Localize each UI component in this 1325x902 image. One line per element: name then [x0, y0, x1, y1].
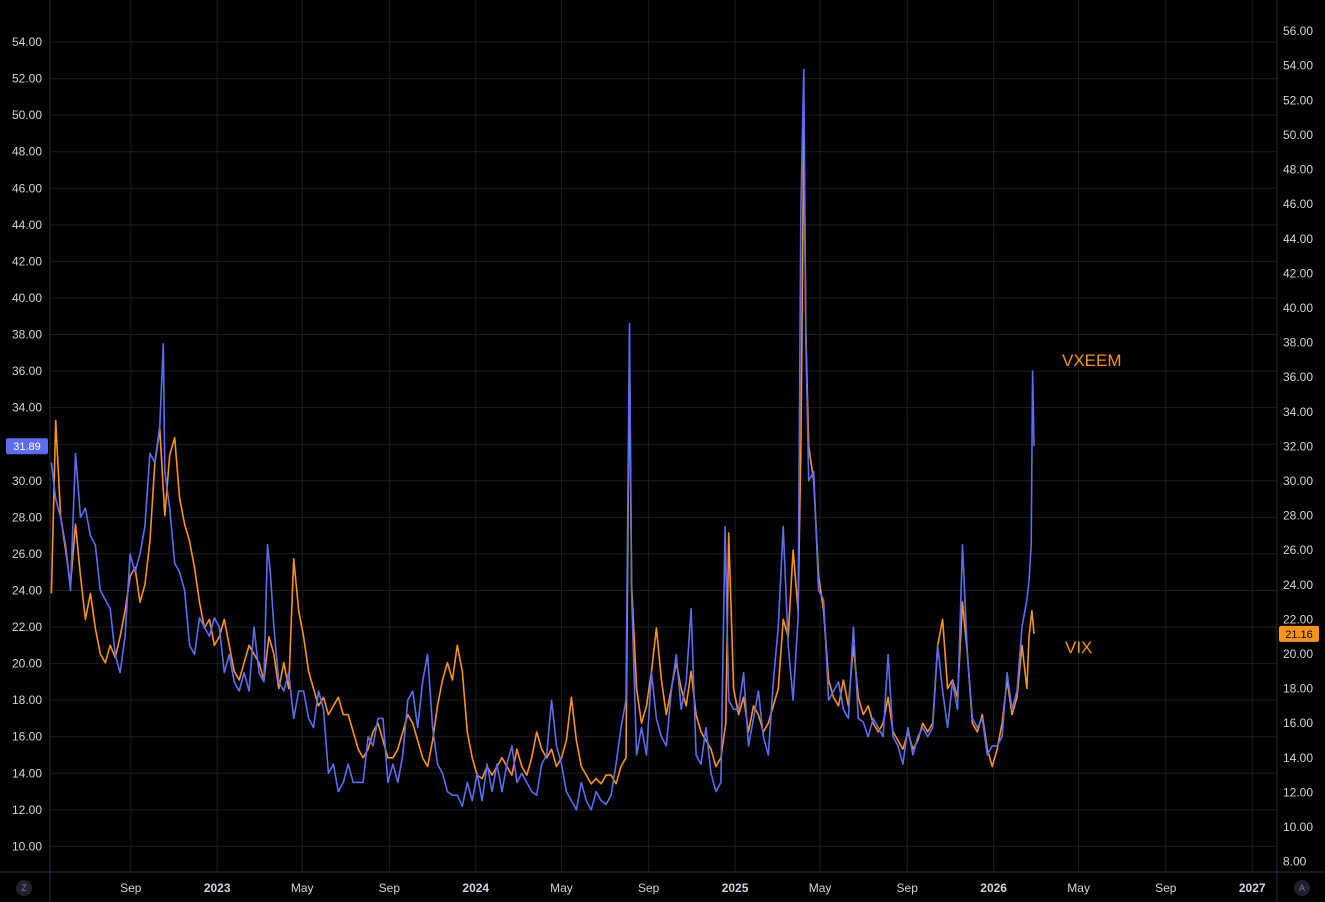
- time-tick-label: May: [291, 881, 314, 895]
- left-tick-label: 26.00: [12, 547, 42, 561]
- grid-lines: [50, 0, 1277, 872]
- right-tick-label: 16.00: [1283, 716, 1313, 730]
- right-tick-label: 50.00: [1283, 128, 1313, 142]
- left-tick-label: 40.00: [12, 291, 42, 305]
- right-tick-label: 8.00: [1283, 855, 1307, 869]
- auto-scale-button[interactable]: A: [1294, 880, 1310, 896]
- time-tick-label: Sep: [1155, 881, 1177, 895]
- right-tick-label: 22.00: [1283, 612, 1313, 626]
- time-tick-label: 2023: [204, 881, 231, 895]
- time-tick-label: Sep: [120, 881, 142, 895]
- time-tick-label: Sep: [897, 881, 919, 895]
- left-tick-label: 16.00: [12, 730, 42, 744]
- right-tick-label: 28.00: [1283, 509, 1313, 523]
- last-value-badge-left: [6, 438, 48, 455]
- scale-z-button[interactable]: Z: [16, 880, 32, 896]
- right-tick-label: 26.00: [1283, 543, 1313, 557]
- series-labels: VXEEM VIX: [1062, 351, 1122, 657]
- right-tick-label: 30.00: [1283, 474, 1313, 488]
- last-value-badge-right: [1279, 625, 1319, 642]
- left-tick-label: 52.00: [12, 72, 42, 86]
- left-tick-label: 50.00: [12, 108, 42, 122]
- time-tick-label: May: [550, 881, 573, 895]
- right-tick-label: 44.00: [1283, 232, 1313, 246]
- last-value-badge-left-text: 31.89: [13, 441, 41, 453]
- right-tick-label: 38.00: [1283, 336, 1313, 350]
- left-tick-label: 28.00: [12, 510, 42, 524]
- last-value-badge-right-text: 21.16: [1285, 629, 1313, 641]
- time-tick-label: 2024: [462, 881, 489, 895]
- right-tick-label: 54.00: [1283, 59, 1313, 73]
- right-tick-label: 32.00: [1283, 439, 1313, 453]
- right-tick-label: 34.00: [1283, 405, 1313, 419]
- time-tick-label: 2027: [1239, 881, 1266, 895]
- right-tick-label: 12.00: [1283, 785, 1313, 799]
- left-tick-label: 36.00: [12, 364, 42, 378]
- left-tick-label: 42.00: [12, 254, 42, 268]
- series-line-vix: [50, 68, 1035, 811]
- series-label-vix: VIX: [1065, 638, 1092, 657]
- right-tick-label: 24.00: [1283, 578, 1313, 592]
- right-tick-label: 20.00: [1283, 647, 1313, 661]
- left-tick-label: 14.00: [12, 766, 42, 780]
- left-tick-label: 20.00: [12, 657, 42, 671]
- right-tick-label: 42.00: [1283, 266, 1313, 280]
- left-tick-label: 44.00: [12, 218, 42, 232]
- left-tick-label: 30.00: [12, 474, 42, 488]
- series-layer: [50, 68, 1035, 811]
- time-tick-label: May: [1067, 881, 1090, 895]
- right-price-axis[interactable]: 8.00 10.00 12.00 14.00 16.00 18.00 20.00 22.00 2…: [1283, 24, 1313, 868]
- right-tick-label: 18.00: [1283, 682, 1313, 696]
- time-tick-label: Sep: [638, 881, 660, 895]
- time-tick-label: 2026: [980, 881, 1007, 895]
- right-tick-label: 10.00: [1283, 820, 1313, 834]
- series-line-vxeem: [50, 125, 1035, 785]
- right-tick-label: 14.00: [1283, 751, 1313, 765]
- right-tick-label: 46.00: [1283, 197, 1313, 211]
- series-label-vxeem: VXEEM: [1062, 351, 1122, 370]
- time-axis[interactable]: Sep 2023 May Sep 2024 May Sep 2025 May Sep 2026 May…: [120, 881, 1266, 895]
- right-tick-label: 36.00: [1283, 370, 1313, 384]
- left-tick-label: 34.00: [12, 401, 42, 415]
- time-tick-label: Sep: [379, 881, 401, 895]
- right-tick-label: 48.00: [1283, 163, 1313, 177]
- left-tick-label: 12.00: [12, 803, 42, 817]
- left-tick-label: 10.00: [12, 839, 42, 853]
- time-tick-label: 2025: [722, 881, 749, 895]
- left-tick-label: 54.00: [12, 35, 42, 49]
- left-tick-label: 22.00: [12, 620, 42, 634]
- time-tick-label: May: [809, 881, 832, 895]
- left-tick-label: 48.00: [12, 145, 42, 159]
- last-value-badges: 31.89 21.16: [6, 438, 1319, 642]
- right-tick-label: 56.00: [1283, 24, 1313, 38]
- right-tick-label: 40.00: [1283, 301, 1313, 315]
- left-tick-label: 38.00: [12, 328, 42, 342]
- left-tick-label: 24.00: [12, 583, 42, 597]
- right-tick-label: 52.00: [1283, 93, 1313, 107]
- left-tick-label: 18.00: [12, 693, 42, 707]
- left-tick-label: 46.00: [12, 181, 42, 195]
